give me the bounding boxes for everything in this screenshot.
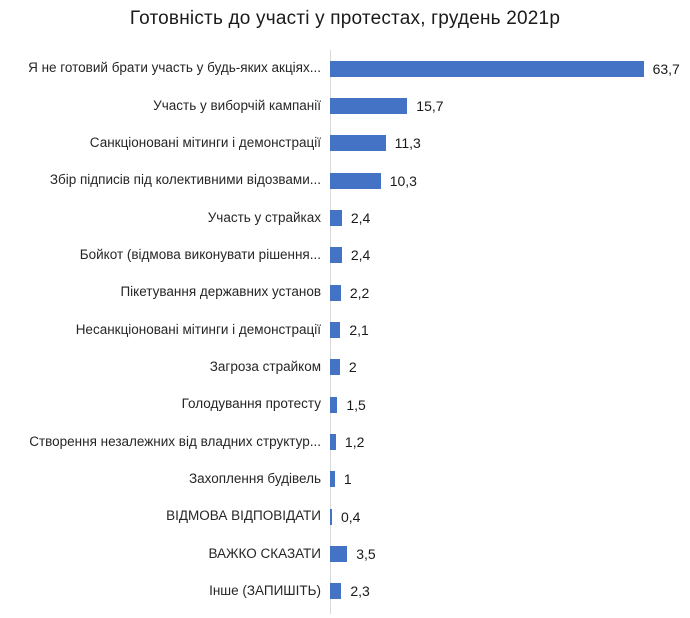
value-label: 63,7 xyxy=(652,60,680,77)
category-label: Несанкціоновані мітинги і демонстрації xyxy=(75,321,321,337)
bar xyxy=(330,97,408,114)
bar-row: Я не готовий брати участь у будь-яких ак… xyxy=(0,50,690,87)
bar-track: 2,1 xyxy=(330,321,650,338)
bar-row: Пікетування державних установ 2,2 xyxy=(0,274,690,311)
bar-row: Інше (ЗАПИШІТЬ) 2,3 xyxy=(0,573,690,610)
value-label: 15,7 xyxy=(416,97,444,114)
bar-track: 1 xyxy=(330,471,650,488)
value-label: 1,5 xyxy=(346,396,366,413)
bar xyxy=(330,284,341,301)
bar xyxy=(330,508,332,525)
bar-row: Загроза страйком 2 xyxy=(0,349,690,386)
value-label: 1 xyxy=(343,471,352,488)
bar xyxy=(330,396,338,413)
bar-track: 2 xyxy=(330,359,650,376)
bar xyxy=(330,471,335,488)
bar-row: Санкціоновані мітинги і демонстрації 11,3 xyxy=(0,125,690,162)
bar xyxy=(330,247,342,264)
bar-row: ВІДМОВА ВІДПОВІДАТИ 0,4 xyxy=(0,498,690,535)
category-label: Створення незалежних від владних структу… xyxy=(29,433,321,449)
category-label: Бойкот (відмова виконувати рішення... xyxy=(79,246,321,262)
bar xyxy=(330,359,340,376)
bar-track: 0,4 xyxy=(330,508,650,525)
category-label: Збір підписів під колективними відозвами… xyxy=(49,172,321,188)
category-label: ВІДМОВА ВІДПОВІДАТИ xyxy=(166,508,321,524)
value-label: 2,4 xyxy=(350,209,371,226)
bar xyxy=(330,433,336,450)
bar xyxy=(330,172,381,189)
bar-row: Збір підписів під колективними відозвами… xyxy=(0,162,690,199)
value-label: 0,4 xyxy=(340,508,361,525)
value-label: 2,2 xyxy=(349,284,370,301)
bar-row: Участь у страйках 2,4 xyxy=(0,199,690,236)
value-label: 2,3 xyxy=(350,583,370,600)
bar-track: 1,2 xyxy=(330,433,650,450)
bar xyxy=(330,209,342,226)
bar-row: Голодування протесту 1,5 xyxy=(0,386,690,423)
category-label: Санкціоновані мітинги і демонстрації xyxy=(89,134,321,150)
chart-title: Готовність до участі у протестах, груден… xyxy=(129,8,561,29)
value-label: 2 xyxy=(348,359,357,376)
bar-track: 2,3 xyxy=(330,583,650,600)
value-label: 11,3 xyxy=(394,135,421,152)
bar-row: Створення незалежних від владних структу… xyxy=(0,423,690,460)
bar-track: 1,5 xyxy=(330,396,650,413)
bar-row: Участь у виборчій кампанії 15,7 xyxy=(0,87,690,124)
bar-row: ВАЖКО СКАЗАТИ 3,5 xyxy=(0,535,690,572)
bar-track: 3,5 xyxy=(330,545,650,562)
bar xyxy=(330,135,386,152)
bar-track: 63,7 xyxy=(330,60,680,77)
value-label: 2,4 xyxy=(350,247,371,264)
bar-track: 2,4 xyxy=(330,209,650,226)
category-label: Я не готовий брати участь у будь-яких ак… xyxy=(28,60,321,76)
bar-track: 15,7 xyxy=(330,97,650,114)
category-label: Загроза страйком xyxy=(209,358,321,374)
bar-track: 2,4 xyxy=(330,247,650,264)
category-label: Голодування протесту xyxy=(181,396,321,412)
category-label: ВАЖКО СКАЗАТИ xyxy=(208,545,321,561)
bar-row: Захоплення будівель 1 xyxy=(0,461,690,498)
category-label: Участь у страйках xyxy=(207,209,321,225)
category-label: Інше (ЗАПИШІТЬ) xyxy=(209,582,321,598)
value-label: 2,1 xyxy=(349,321,369,338)
value-label: 10,3 xyxy=(389,172,417,189)
bar xyxy=(330,60,644,77)
category-label: Участь у виборчій кампанії xyxy=(153,97,321,113)
category-label: Захоплення будівель xyxy=(188,470,321,486)
bar xyxy=(330,545,348,562)
bar-track: 10,3 xyxy=(330,172,650,189)
bar xyxy=(330,321,341,338)
bar-row: Бойкот (відмова виконувати рішення... 2,4 xyxy=(0,237,690,274)
category-label: Пікетування державних установ xyxy=(120,284,321,300)
value-label: 3,5 xyxy=(356,545,376,562)
bar-track: 2,2 xyxy=(330,284,650,301)
value-label: 1,2 xyxy=(344,433,365,450)
bar xyxy=(330,583,342,600)
bar-track: 11,3 xyxy=(330,135,650,152)
plot-area: Я не готовий брати участь у будь-яких ак… xyxy=(0,50,690,610)
bar-row: Несанкціоновані мітинги і демонстрації 2,… xyxy=(0,311,690,348)
